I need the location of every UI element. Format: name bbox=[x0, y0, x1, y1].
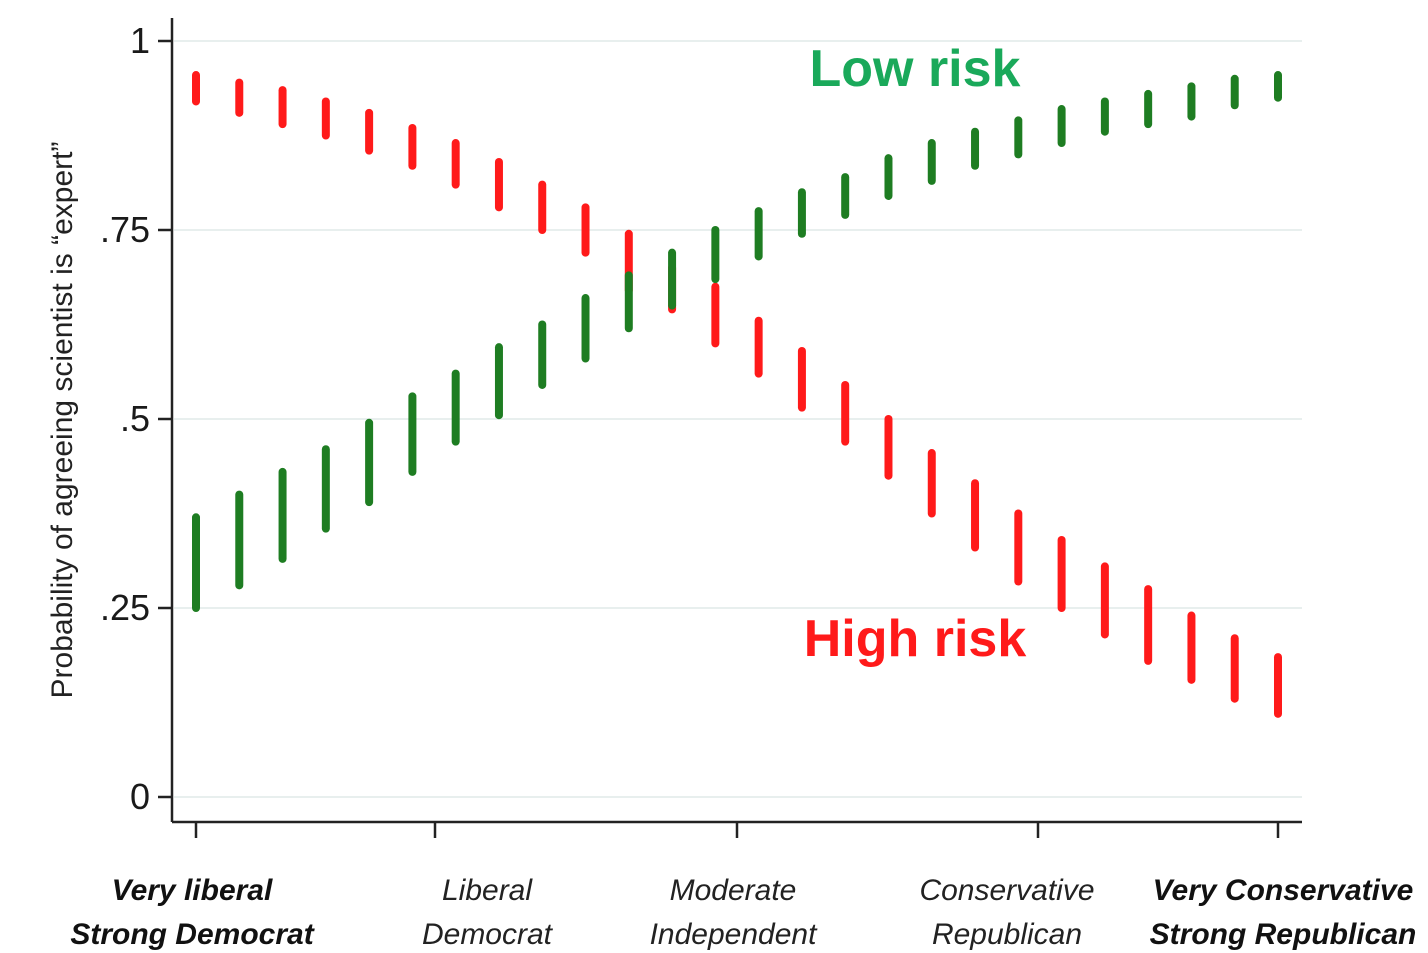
y-tick-label: .75 bbox=[100, 209, 150, 250]
high-risk-label: High risk bbox=[804, 610, 1027, 668]
x-category-label: Independent bbox=[650, 918, 818, 951]
x-category-label: Strong Democrat bbox=[70, 918, 315, 951]
x-category-label: Very Conservative bbox=[1153, 874, 1414, 907]
y-axis-label: Probability of agreeing scientist is “ex… bbox=[46, 142, 79, 699]
x-axis: Very liberal Strong Democrat Liberal Democr… bbox=[70, 820, 1417, 951]
x-category-label: Moderate bbox=[670, 874, 797, 907]
low-risk-label: Low risk bbox=[810, 40, 1021, 98]
y-tick-label: 0 bbox=[130, 776, 150, 817]
x-category-label: Republican bbox=[932, 918, 1082, 951]
x-category-label: Liberal bbox=[442, 874, 533, 907]
x-category-label: Conservative bbox=[919, 874, 1094, 907]
range-bars bbox=[192, 71, 1282, 718]
annotations: Low risk High risk bbox=[804, 40, 1027, 668]
x-category-label: Democrat bbox=[422, 918, 554, 951]
x-category-label: Strong Republican bbox=[1150, 918, 1417, 951]
gridlines bbox=[174, 40, 1302, 798]
y-tick-label: .5 bbox=[120, 398, 150, 439]
y-tick-label: 1 bbox=[130, 20, 150, 61]
y-tick-label: .25 bbox=[100, 587, 150, 628]
y-axis: 0 .25 .5 .75 1 bbox=[100, 18, 174, 822]
x-category-label: Very liberal bbox=[112, 874, 273, 907]
